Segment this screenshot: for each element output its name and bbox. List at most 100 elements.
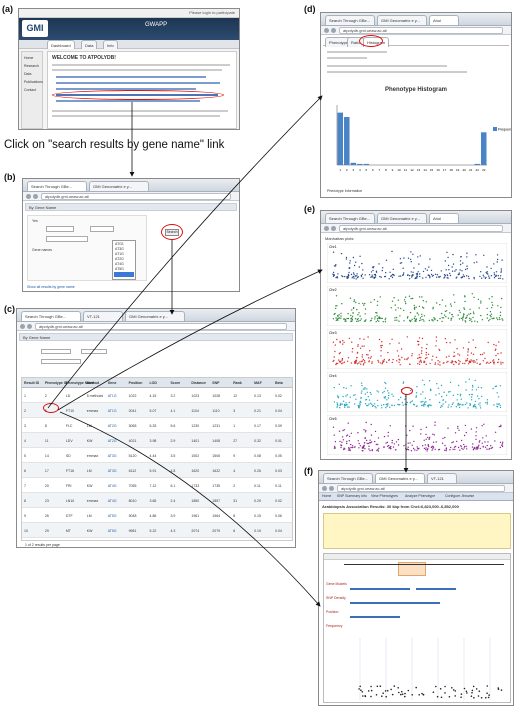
forward-icon[interactable] xyxy=(33,194,38,199)
column-header[interactable]: Score xyxy=(170,381,181,385)
dropdown-list[interactable]: ATG1 AT3G AT1G AT2G AT4G AT5G xyxy=(112,240,136,280)
pagination[interactable]: 1 of 2 results per page xyxy=(25,543,60,547)
back-icon[interactable] xyxy=(324,28,329,33)
table-row[interactable]: 4 11 LDV KW AT2G 4021 3.98 2.9 1401 1408 27 0.32 0.0… xyxy=(22,433,292,448)
column-header[interactable]: Gene xyxy=(107,381,117,385)
column-header[interactable]: MAF xyxy=(254,381,262,385)
sidebar-item[interactable]: Publications xyxy=(24,80,43,84)
manhattan-plot[interactable]: Chr5 xyxy=(327,415,507,455)
table-cell[interactable]: AT1G xyxy=(107,394,117,398)
back-icon[interactable] xyxy=(20,324,25,329)
tab-info[interactable]: Info xyxy=(103,40,118,49)
back-icon[interactable] xyxy=(26,194,31,199)
sidebar-item[interactable]: Home xyxy=(24,56,34,60)
table-row[interactable]: 6 17 FT16 LM AT3G 6112 5.91 4.8 1620 1622 4 0.26 0.0… xyxy=(22,463,292,478)
column-header[interactable]: LOD xyxy=(149,381,157,385)
browser-tab[interactable]: Search Through GBe... xyxy=(27,181,87,191)
column-header[interactable]: Rank xyxy=(233,381,242,385)
table-cell[interactable]: AT2G xyxy=(107,439,117,443)
manhattan-plot[interactable]: Chr2 xyxy=(327,286,507,326)
url-bar[interactable]: atpolydb.gmi.oeaw.ac.at/ xyxy=(339,225,503,232)
manhattan-plot[interactable]: Chr1 xyxy=(327,243,507,283)
browser-tab[interactable]: GMI Genomatrix e y... xyxy=(375,473,425,483)
snp-point xyxy=(373,403,376,405)
table-row[interactable]: 2 5 FT10 emmax AT1G 2041 5.07 4.1 1104 1110 3 0.21 0… xyxy=(22,403,292,418)
snp-point xyxy=(502,278,504,280)
forward-icon[interactable] xyxy=(331,226,336,231)
manhattan-plot[interactable]: Chr4 xyxy=(327,372,507,412)
browser-tab[interactable]: Ahol xyxy=(429,213,459,223)
url-bar[interactable]: atpolydb.gmi.oeaw.ac.at/ xyxy=(339,27,503,34)
menu-item[interactable]: Configure Jbrowse xyxy=(445,494,475,498)
table-cell[interactable]: AT5G xyxy=(107,514,117,518)
login-link[interactable]: Please login to participate xyxy=(189,10,235,15)
column-header[interactable]: SNP xyxy=(212,381,220,385)
browser-tab[interactable]: VT-121 xyxy=(83,311,123,321)
back-icon[interactable] xyxy=(324,226,329,231)
url-bar[interactable]: atpolydb.gmi.oeaw.ac.at/ xyxy=(35,323,287,330)
browser-tab[interactable]: Search Through GBe... xyxy=(323,473,373,483)
table-cell[interactable]: AT5G xyxy=(107,529,117,533)
browser-tab[interactable]: GMI Genomatrix e y... xyxy=(377,15,427,25)
column-header[interactable]: Result ID xyxy=(24,381,40,385)
browser-tab[interactable]: Ahol xyxy=(429,15,459,25)
gene-name-input[interactable] xyxy=(90,226,114,232)
browser-tab[interactable]: GMI Genomatrix e y... xyxy=(377,213,427,223)
table-row[interactable]: 5 14 SD emmax AT3G 5120 4.44 3.5 1502 1506 9 0.08 0.… xyxy=(22,448,292,463)
table-cell[interactable]: AT4G xyxy=(107,484,117,488)
browser-tab[interactable]: Search Through GBe... xyxy=(325,15,375,25)
forward-icon[interactable] xyxy=(331,28,336,33)
snp-point xyxy=(479,402,481,404)
phenotype-note: Phenotype Information xyxy=(327,189,363,193)
snp-point xyxy=(454,695,456,697)
menu-item[interactable]: View Phenotypes xyxy=(371,494,398,498)
table-row[interactable]: 1 2 LD 5 methods AT1G 1022 4.15 3.2 1023 1028 12 0.… xyxy=(22,388,292,403)
browser-tab[interactable]: Search Through GBe... xyxy=(21,311,81,321)
browser-tab[interactable]: GMI Genomatrix e y... xyxy=(89,181,149,191)
sidebar-item[interactable]: Contact xyxy=(24,88,37,92)
snp-point xyxy=(475,448,477,450)
tab-data[interactable]: Data xyxy=(81,40,98,49)
table-cell[interactable]: AT1G xyxy=(107,409,117,413)
snp-point xyxy=(364,387,366,389)
table-cell[interactable]: AT2G xyxy=(107,424,117,428)
menu-item[interactable]: Home xyxy=(322,494,332,498)
column-header[interactable]: Distance xyxy=(191,381,206,385)
column-header[interactable]: Position xyxy=(128,381,143,385)
table-cell[interactable]: AT3G xyxy=(107,469,117,473)
browser-tab[interactable]: VT-121 xyxy=(427,473,457,483)
sidebar-item[interactable]: Data xyxy=(24,72,32,76)
gene-name-input[interactable] xyxy=(46,236,88,242)
column-header[interactable]: Phenotype ID xyxy=(44,381,68,385)
table-cell[interactable]: AT3G xyxy=(107,454,117,458)
menu-item[interactable]: Analyze Phenotype xyxy=(405,494,436,498)
table-row[interactable]: 3 8 FLC LM AT2G 3065 6.33 5.6 1230 1231 1 0.17 0.09 xyxy=(22,418,292,433)
tab-dashboard[interactable]: Dashboard xyxy=(47,40,75,49)
snp-point xyxy=(360,397,362,399)
table-row[interactable]: 7 20 FRI KW AT4G 7055 7.12 6.1 1733 1735 2 0.11 0.11 xyxy=(22,478,292,493)
snp-point xyxy=(467,407,469,409)
table-row[interactable]: 10 29 MT KW AT5G 9981 5.22 4.3 2074 2079 6 0.19 0.04 xyxy=(22,523,292,538)
genome-browser[interactable]: Gene Models SNP Density Position Frequen… xyxy=(323,553,511,703)
snp-point xyxy=(337,316,339,318)
forward-icon[interactable] xyxy=(27,324,32,329)
sidebar-item[interactable]: Research xyxy=(24,64,39,68)
snp-point xyxy=(373,299,376,301)
table-row[interactable]: 9 26 DTF LM AT5G 9048 4.86 3.9 1961 1964 8 0.15 0.06 xyxy=(22,508,292,523)
column-header[interactable]: Method xyxy=(86,381,100,385)
results-link[interactable]: Show all results by gene name xyxy=(27,285,75,289)
url-bar[interactable]: atpolydb.gmi.oeaw.ac.at/ xyxy=(41,193,231,200)
browser-tab[interactable]: Search Through GBe... xyxy=(325,213,375,223)
column-header[interactable]: Beta xyxy=(275,381,283,385)
table-cell[interactable]: AT4G xyxy=(107,499,117,503)
manhattan-plot[interactable]: Chr3 xyxy=(327,329,507,369)
browser-tab[interactable]: GMI Genomatrix e y... xyxy=(125,311,185,321)
snp-point xyxy=(362,388,364,390)
url-bar[interactable]: atpolydb.gmi.oeaw.ac.at/ xyxy=(337,485,505,492)
table-row[interactable]: 8 23 LN10 emmax AT4G 8010 3.65 2.4 1850 1857 31 0.2… xyxy=(22,493,292,508)
snp-point xyxy=(458,429,460,431)
menu-item[interactable]: SNP Summary Info xyxy=(337,494,367,498)
forward-icon[interactable] xyxy=(329,486,334,491)
back-icon[interactable] xyxy=(322,486,327,491)
gene-name-input[interactable] xyxy=(46,226,74,232)
